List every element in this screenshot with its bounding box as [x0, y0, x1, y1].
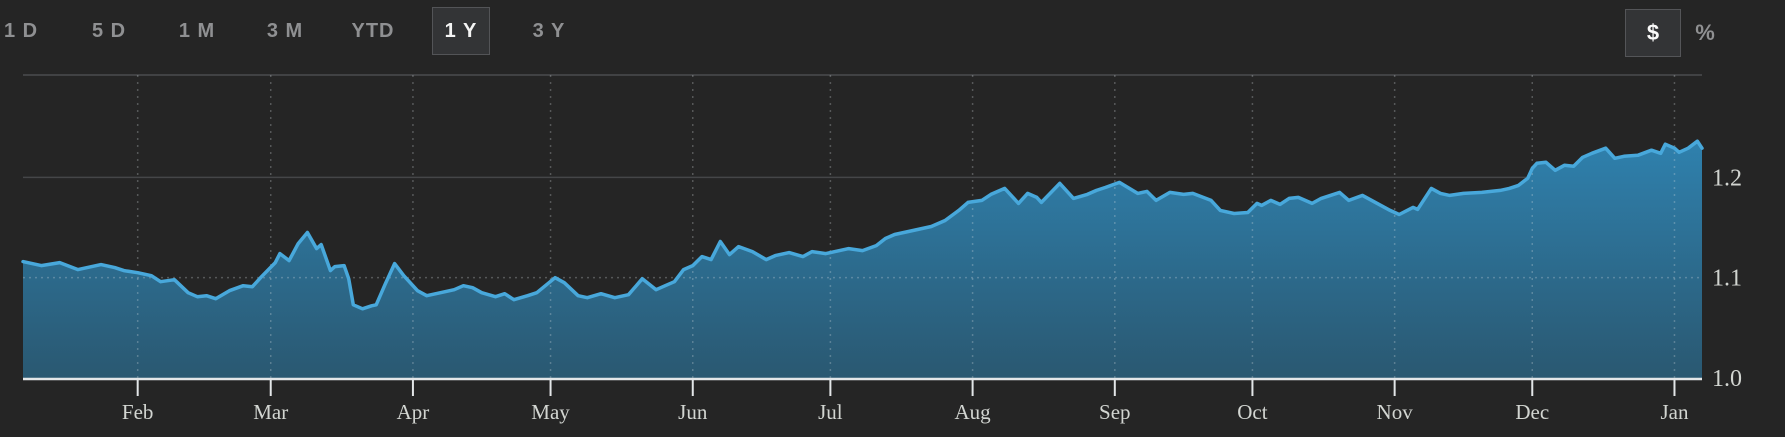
y-tick-label: 1.1 — [1712, 266, 1742, 292]
chart-toolbar: 1 D 5 D 1 M 3 M YTD 1 Y 3 Y $ % — [0, 0, 1785, 60]
x-tick-label: Jun — [678, 400, 708, 424]
range-button-1y[interactable]: 1 Y — [432, 7, 490, 55]
price-chart: Feb Mar Apr May Jun Jul Aug Sep Oct Nov Dec Jan 1.0 1… — [21, 74, 1742, 424]
x-tick-label: Jan — [1660, 400, 1688, 424]
unit-toggle: $ % — [1625, 9, 1729, 57]
x-tick-label: Aug — [955, 400, 992, 424]
x-tick-label: Dec — [1515, 400, 1549, 424]
price-line — [21, 139, 1704, 311]
dollar-toggle-button[interactable]: $ — [1625, 9, 1681, 57]
range-button-1d[interactable]: 1 D — [3, 19, 39, 42]
x-tick-label: Apr — [397, 400, 430, 424]
x-tick-label: Sep — [1099, 400, 1131, 424]
price-area — [23, 141, 1702, 378]
range-button-1m[interactable]: 1 M — [178, 19, 216, 42]
y-tick-label: 1.0 — [1712, 366, 1742, 392]
range-button-5d[interactable]: 5 D — [91, 19, 127, 42]
range-button-3m[interactable]: 3 M — [266, 19, 304, 42]
x-tick-label: Jul — [818, 400, 843, 424]
range-button-3y[interactable]: 3 Y — [532, 19, 566, 42]
price-chart-area: Feb Mar Apr May Jun Jul Aug Sep Oct Nov Dec Jan 1.0 1… — [0, 60, 1785, 437]
x-tick-label: Nov — [1377, 400, 1414, 424]
x-tick-label: Mar — [253, 400, 288, 424]
x-tick-label: Feb — [122, 400, 154, 424]
x-tick-label: May — [531, 400, 570, 424]
range-button-ytd[interactable]: YTD — [351, 19, 395, 42]
percent-toggle-button[interactable]: % — [1695, 20, 1715, 45]
y-tick-label: 1.2 — [1712, 165, 1742, 191]
range-selector: 1 D 5 D 1 M 3 M YTD 1 Y 3 Y — [0, 7, 578, 55]
x-tick-label: Oct — [1237, 400, 1267, 424]
